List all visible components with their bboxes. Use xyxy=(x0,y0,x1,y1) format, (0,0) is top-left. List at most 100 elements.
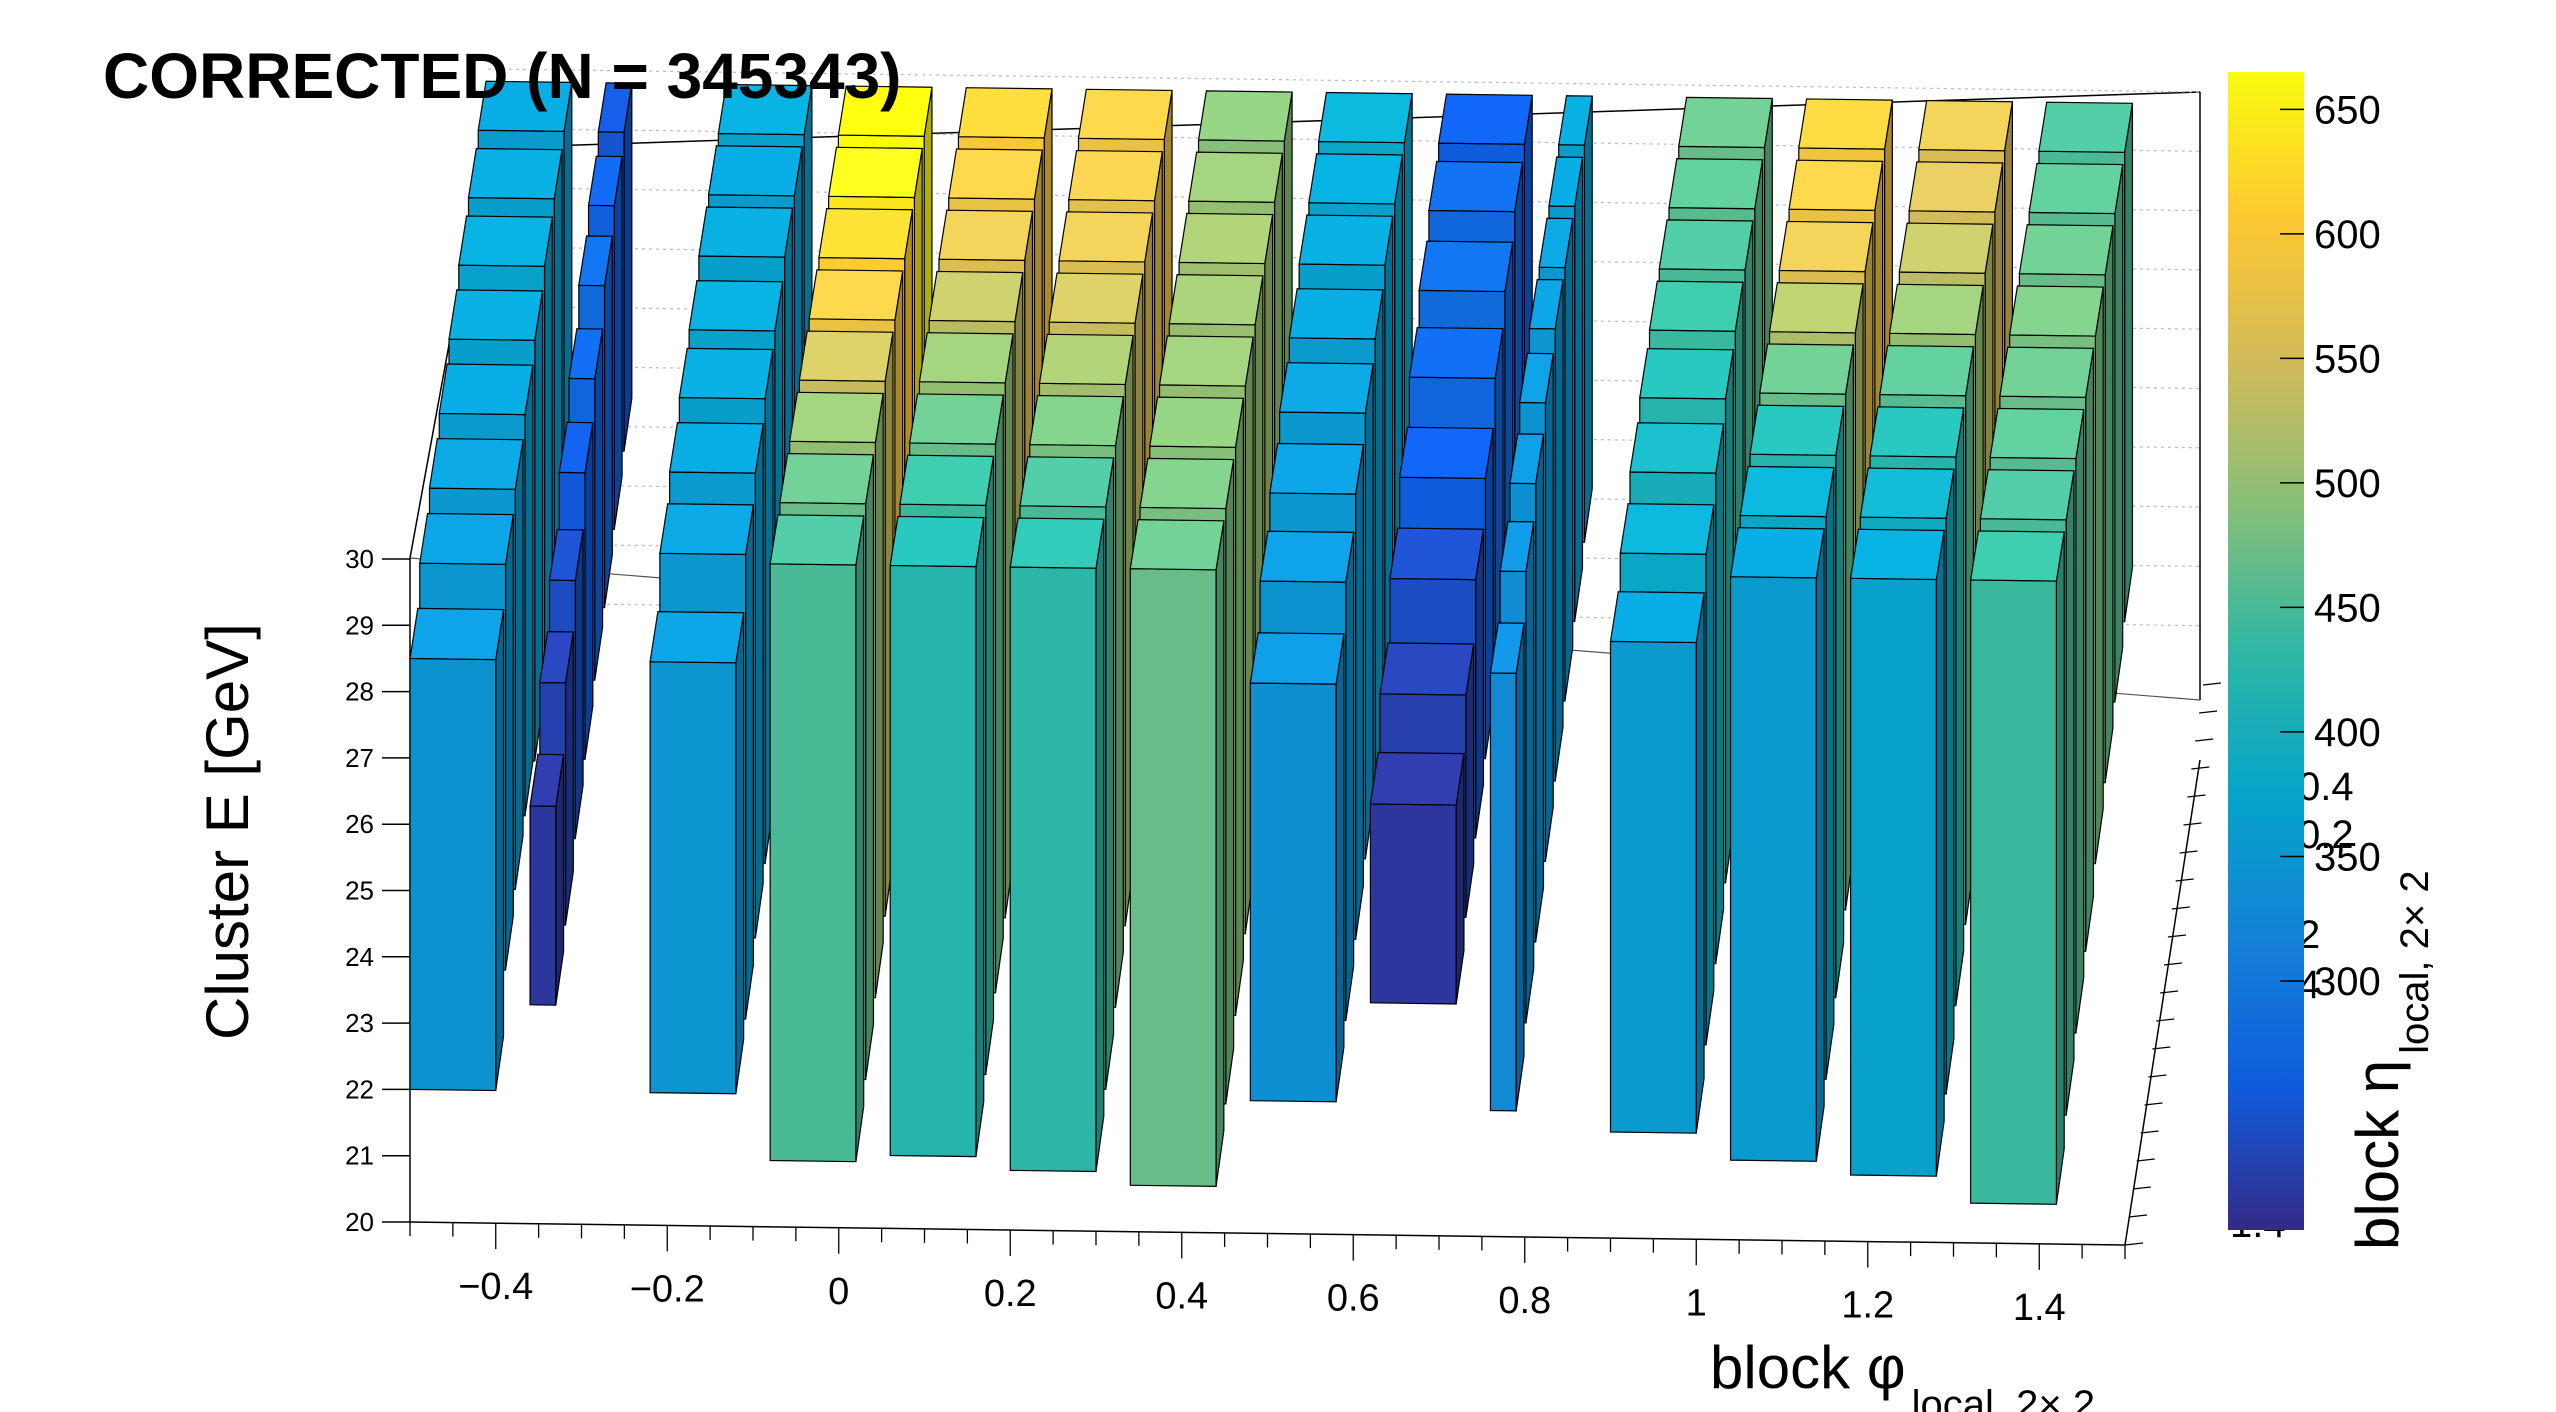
bar-side-face xyxy=(1955,407,1965,1006)
bar-top-face xyxy=(1798,98,1894,150)
bar-side-face xyxy=(2085,348,2095,952)
bar-side-face xyxy=(2055,531,2065,1205)
bar xyxy=(1969,530,2065,1205)
bar-top-face xyxy=(428,437,524,490)
x-tick-label: 0.8 xyxy=(1498,1280,1551,1322)
bar-top-face xyxy=(1038,333,1134,386)
bar-side-face xyxy=(584,422,594,760)
bar-side-face xyxy=(1695,592,1705,1134)
bar-side-face xyxy=(1525,521,1535,1023)
bar-side-face xyxy=(865,454,875,1080)
color-scale-label: 450 xyxy=(2314,586,2381,630)
bar-side-face xyxy=(1345,532,1355,1021)
x-axis-label: block φlocal, 2× 2 xyxy=(1710,1334,2095,1412)
bar-side-face xyxy=(1354,444,1365,940)
bar-top-face xyxy=(908,393,1004,445)
bar-top-face xyxy=(1918,99,2014,152)
bar-top-face xyxy=(2028,162,2124,215)
bar-top-face xyxy=(1979,469,2075,521)
bar-top-face xyxy=(1879,344,1975,397)
bar-side-face xyxy=(1935,530,1945,1177)
bar-top-face xyxy=(419,512,515,565)
z-tick-label: 22 xyxy=(345,1074,374,1104)
bar-side-face xyxy=(1825,467,1835,1080)
bar-side-face xyxy=(735,612,745,1094)
bar-top-face xyxy=(1197,90,1293,142)
z-tick-label: 20 xyxy=(345,1207,374,1237)
bar-top-face xyxy=(1648,280,1744,332)
bar-top-face xyxy=(1389,527,1485,581)
bar-top-face xyxy=(1398,426,1494,480)
bar-top-face xyxy=(2038,101,2134,153)
bar-front-face xyxy=(1609,640,1697,1134)
bar-front-face xyxy=(889,564,977,1158)
bar-top-face xyxy=(1499,520,1535,573)
bar-front-face xyxy=(1970,579,2057,1205)
y-tick-mark xyxy=(2175,878,2194,882)
bar-top-face xyxy=(808,269,904,321)
bar-top-face xyxy=(1749,404,1845,456)
bar-top-face xyxy=(1249,632,1345,685)
bar-side-face xyxy=(1095,519,1105,1172)
x-axis: −0.4 −0.2 0 0.2 0.4 0.6 0.8 1 1.2 1.4 xyxy=(409,1222,2126,1329)
y-tick-label: 0.4 xyxy=(2298,765,2354,809)
bar xyxy=(1129,519,1225,1188)
y-tick-mark xyxy=(2167,934,2186,938)
bar xyxy=(1849,528,1945,1177)
bar-side-face xyxy=(1815,528,1825,1162)
bar-top-face xyxy=(1888,283,1984,336)
bar-top-face xyxy=(668,422,764,474)
y-tick-mark xyxy=(2124,1242,2144,1246)
bar-top-face xyxy=(1259,530,1355,583)
z-axis: 20 21 22 23 24 25 26 27 28 29 30 xyxy=(345,544,410,1237)
bar-top-face xyxy=(1428,160,1524,213)
bar-side-face xyxy=(514,439,524,890)
chart-title: CORRECTED (N = 345343) xyxy=(103,40,901,112)
bar-top-face xyxy=(678,347,774,400)
bar-side-face xyxy=(524,365,534,816)
bar-top-face xyxy=(1668,157,1764,210)
bar-side-face xyxy=(1945,469,1955,1095)
bar-top-face xyxy=(818,207,914,260)
bar xyxy=(1249,632,1345,1103)
bar-top-face xyxy=(717,83,813,136)
y-tick-mark xyxy=(2191,766,2210,770)
bar-side-face xyxy=(1515,623,1525,1111)
bar-top-face xyxy=(1158,335,1254,387)
bar-top-face xyxy=(1129,519,1225,571)
z-tick-label: 29 xyxy=(345,610,374,640)
bar-top-face xyxy=(1489,622,1525,674)
bar-top-face xyxy=(1509,433,1545,485)
bar-top-face xyxy=(2018,224,2114,276)
bar-top-face xyxy=(698,206,794,258)
bar-top-face xyxy=(458,215,554,267)
y-axis-label: block ηlocal, 2× 2 xyxy=(2344,870,2437,1250)
bar-top-face xyxy=(1729,527,1825,579)
bar-front-face xyxy=(1489,672,1517,1112)
bar-top-face xyxy=(1869,406,1965,458)
bar-top-face xyxy=(1609,591,1705,644)
color-scale-bar xyxy=(2228,72,2304,1230)
bar-top-face xyxy=(477,80,573,133)
bar-side-face xyxy=(1215,520,1225,1187)
bar-side-face xyxy=(1225,459,1235,1105)
bar-side-face xyxy=(874,393,884,998)
bar-side-face xyxy=(1554,279,1564,782)
bar-top-face xyxy=(1139,457,1235,510)
z-axis-label: Cluster E [GeV] xyxy=(194,623,261,1040)
x-tick-label: −0.2 xyxy=(630,1268,705,1310)
y-tick-mark xyxy=(2202,682,2222,686)
bar-top-face xyxy=(1029,394,1125,447)
bar-side-face xyxy=(495,609,505,1091)
color-scale-label: 600 xyxy=(2314,213,2381,257)
bar-top-face xyxy=(1278,362,1374,414)
bar-side-face xyxy=(754,423,764,938)
bar xyxy=(1489,622,1525,1112)
x-tick-label: 0.6 xyxy=(1327,1278,1380,1320)
bar-top-face xyxy=(1859,467,1955,519)
bar-side-face xyxy=(1583,95,1593,543)
bar-top-face xyxy=(1778,220,1874,273)
bar-top-face xyxy=(1898,222,1994,274)
bar-top-face xyxy=(649,611,745,664)
bar-top-face xyxy=(1408,326,1504,379)
